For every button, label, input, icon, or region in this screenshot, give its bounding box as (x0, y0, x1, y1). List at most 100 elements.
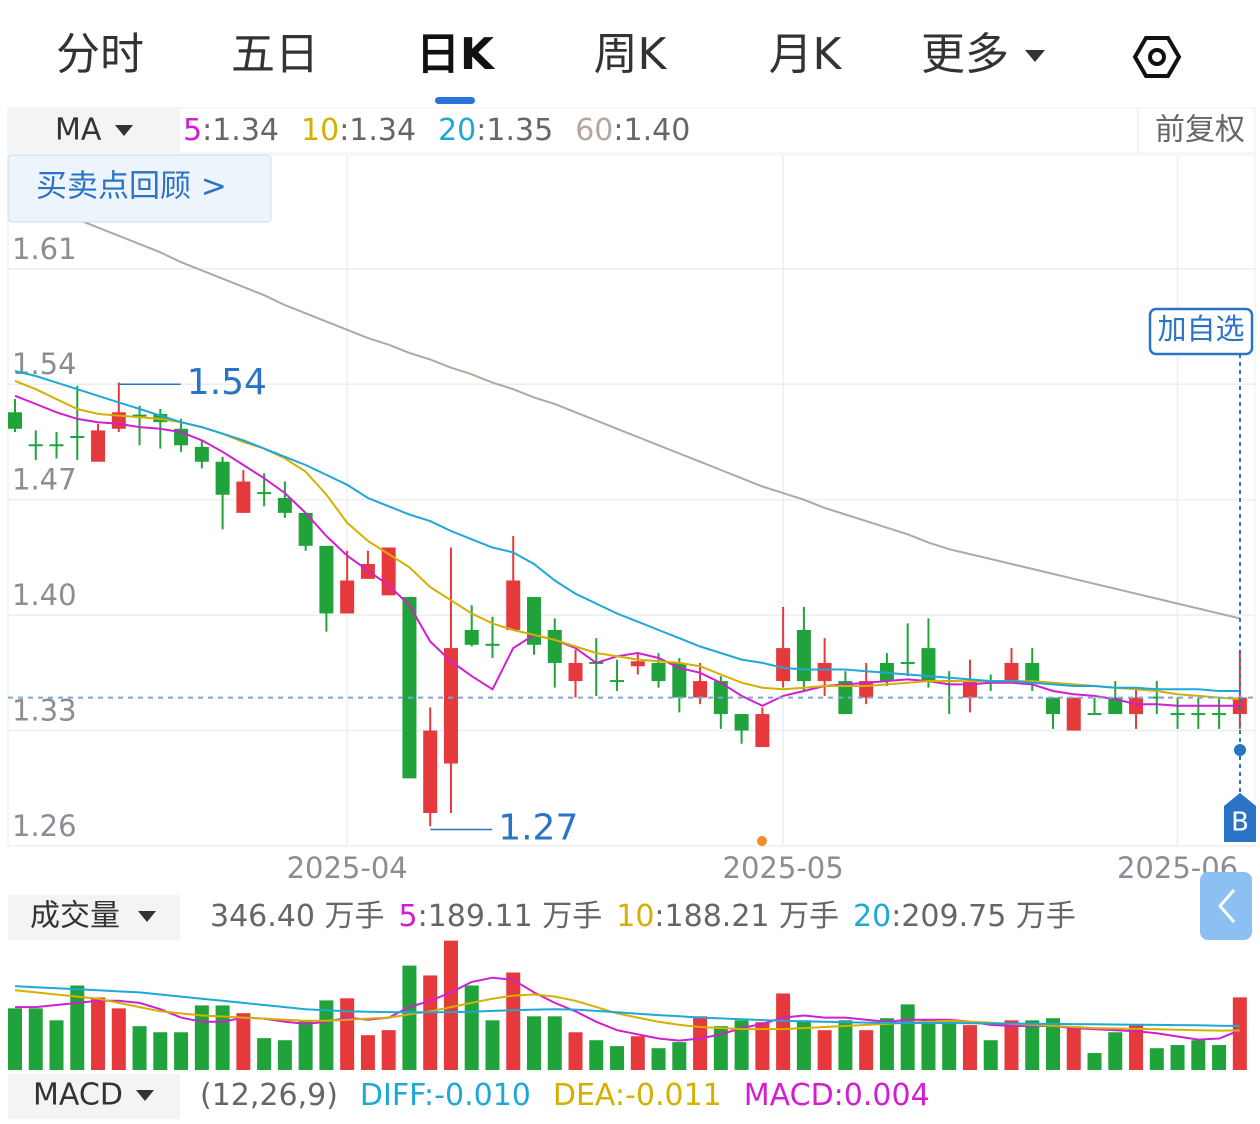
ma-line (14, 370, 1240, 692)
volume-bar (859, 1030, 874, 1070)
macd-value: DEA:-0.011 (553, 1078, 722, 1113)
ma-value: :1.34 (339, 113, 416, 148)
price-panel (7, 154, 1256, 847)
icon-hexagon (1132, 36, 1182, 78)
watch-dot (1234, 744, 1246, 756)
ma-bar (7, 107, 1256, 154)
volume-bar (277, 1040, 292, 1070)
macd-label: MACD (33, 1078, 123, 1113)
dropdown-arrow (136, 1090, 154, 1101)
review-button[interactable] (7, 154, 272, 223)
candle-body (838, 681, 853, 715)
volume-bar (443, 940, 458, 1070)
volume-bar (610, 1046, 625, 1070)
volume-bar (1170, 1045, 1185, 1070)
vol-ma-value: :188.21 万手 (654, 899, 839, 934)
candle-body (402, 596, 417, 779)
dropdown-arrow (115, 125, 133, 136)
volume-bar (921, 1020, 936, 1070)
vol-ma-value: :209.75 万手 (891, 899, 1076, 934)
volume-bar (381, 1030, 396, 1070)
candle-body (8, 412, 22, 429)
volume-bar (1129, 1025, 1144, 1070)
annotations: 1.54 1.27 (118, 362, 578, 849)
volume-bar (1232, 997, 1247, 1070)
macd-value: DIFF:-0.010 (360, 1078, 531, 1113)
vol-ma-name: 5 (399, 899, 418, 934)
macd-value: MACD:0.004 (744, 1078, 930, 1113)
candle-body (1129, 697, 1144, 715)
volume-bar (983, 1040, 998, 1070)
volume-bar (693, 1016, 708, 1070)
candle-body (485, 643, 500, 646)
volume-bar (70, 985, 85, 1070)
candle-body (651, 662, 666, 682)
candle-body (1004, 662, 1019, 682)
extreme-label: 1.27 (498, 808, 578, 849)
volume-bar (879, 1018, 894, 1070)
candle-body (672, 662, 687, 698)
volume-bar (942, 1020, 957, 1070)
candle-body (70, 436, 85, 439)
candle-body (340, 580, 355, 614)
tab[interactable]: 五日 (231, 29, 319, 80)
volume-bar (1087, 1053, 1102, 1070)
volume-bar (485, 1020, 500, 1070)
tab[interactable]: 周K (594, 29, 668, 80)
add-watchlist-button[interactable] (1148, 307, 1254, 356)
volume-bar (464, 985, 479, 1070)
candle-body (547, 629, 562, 663)
volume-bar (838, 1020, 853, 1070)
candle-body (464, 629, 479, 645)
volume-bar (1191, 1040, 1206, 1070)
extreme-label: 1.54 (187, 362, 267, 403)
candle-body (1191, 713, 1206, 716)
candle-body (776, 648, 791, 682)
adjust-mode[interactable]: 前复权 (1155, 113, 1245, 148)
volume-plot (8, 940, 1247, 1070)
candle-body (194, 446, 209, 462)
macd-selector[interactable] (8, 1074, 180, 1119)
candle-body (796, 629, 811, 682)
candle-body (91, 430, 106, 462)
candle-body (734, 714, 749, 731)
event-dot (757, 836, 767, 846)
volume-bar (91, 997, 106, 1070)
settings-icon[interactable] (1132, 36, 1182, 78)
candle-body (755, 714, 770, 748)
candle-body (132, 414, 147, 417)
ma-label: MA (55, 113, 102, 148)
y-tick-label: 1.33 (12, 694, 77, 728)
dropdown-arrow (1025, 50, 1045, 62)
tab[interactable]: 月K (769, 29, 843, 80)
volume-bar (360, 1035, 375, 1070)
volume-bar (28, 1008, 43, 1070)
collapse-button[interactable] (1200, 872, 1252, 940)
volume-label: 成交量 (30, 899, 120, 934)
collapse-arrow (1218, 889, 1236, 923)
volume-bar (1149, 1048, 1164, 1070)
volume-bar (49, 1020, 64, 1070)
vol-ma-name: 10 (616, 899, 654, 934)
ma-selector[interactable] (8, 108, 180, 153)
candle-body (610, 680, 625, 683)
candle-body (1170, 713, 1185, 716)
volume-selector[interactable] (8, 895, 180, 940)
tab[interactable]: 日K (416, 29, 496, 80)
buy-marker-text: B (1231, 808, 1249, 838)
x-tick-label: 2025-05 (723, 851, 844, 885)
tab[interactable]: 分时 (56, 29, 144, 80)
ma-value: :1.34 (202, 113, 279, 148)
candle-body (630, 661, 645, 667)
ma-value: :1.40 (613, 113, 690, 148)
candle-body (693, 681, 708, 698)
tab[interactable]: 更多 (921, 29, 1009, 80)
ma-name: 20 (438, 113, 476, 148)
volume-bar (257, 1038, 272, 1070)
volume-bar (215, 1005, 230, 1070)
candle-body (1087, 713, 1102, 716)
buy-marker[interactable] (1224, 793, 1256, 842)
